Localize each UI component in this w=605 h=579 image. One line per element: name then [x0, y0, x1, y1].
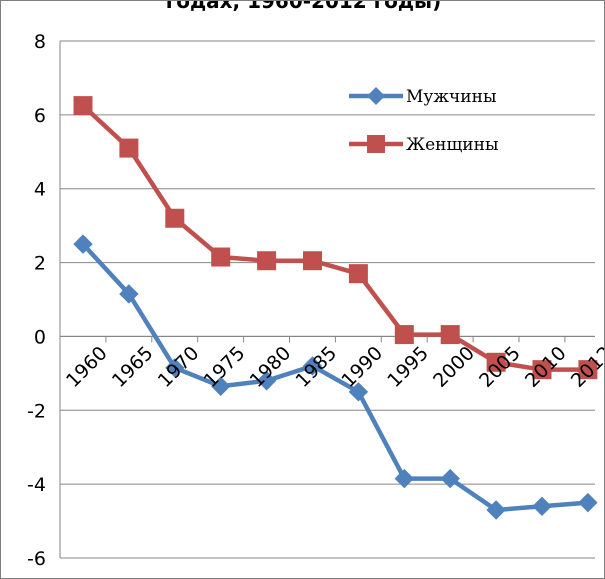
data-point-men — [119, 284, 139, 304]
y-tick-label: 4 — [34, 179, 46, 201]
x-tick-label: 1965 — [108, 342, 158, 392]
data-point-women — [165, 208, 185, 228]
data-point-women — [211, 247, 231, 267]
data-point-men — [578, 492, 598, 513]
data-point-women — [303, 251, 322, 271]
data-point-men — [256, 371, 277, 391]
x-tick-label: 1960 — [62, 342, 112, 392]
data-point-women — [73, 96, 93, 116]
data-point-women — [486, 352, 506, 372]
legend-label: Женщины — [406, 135, 499, 155]
data-point-women — [440, 325, 460, 345]
y-tick-label: 6 — [34, 105, 46, 127]
y-tick-label: 2 — [34, 253, 46, 275]
y-tick-label: 8 — [34, 31, 46, 53]
y-tick-label: 0 — [34, 326, 46, 348]
data-point-women — [532, 360, 552, 380]
y-tick-label: -2 — [27, 400, 46, 422]
data-point-women — [257, 251, 277, 271]
data-point-men — [532, 496, 552, 517]
data-point-men — [73, 234, 93, 254]
x-tick-label: 1985 — [291, 342, 341, 392]
legend-label: Мужчины — [406, 87, 496, 107]
data-point-men — [210, 376, 231, 396]
data-point-men — [440, 468, 460, 489]
data-point-women — [119, 138, 139, 158]
data-point-men — [165, 358, 185, 378]
x-tick-label: 1995 — [383, 342, 433, 392]
x-tick-label: 1990 — [337, 342, 387, 392]
legend-marker-women — [367, 135, 385, 153]
y-tick-label: -4 — [27, 474, 46, 496]
data-point-men — [394, 468, 415, 489]
data-point-women — [348, 264, 368, 284]
y-tick-label: -6 — [27, 548, 46, 570]
series-line-2 — [80, 103, 591, 372]
data-point-women — [394, 325, 414, 345]
data-point-women — [578, 360, 598, 380]
legend-marker-men — [367, 87, 385, 105]
data-point-men — [348, 382, 369, 402]
x-tick-label: 2012 — [567, 342, 604, 392]
chart-title: годах, 1960-2012 годы) — [165, 0, 442, 13]
data-point-men — [486, 500, 506, 520]
data-point-men — [302, 356, 323, 376]
